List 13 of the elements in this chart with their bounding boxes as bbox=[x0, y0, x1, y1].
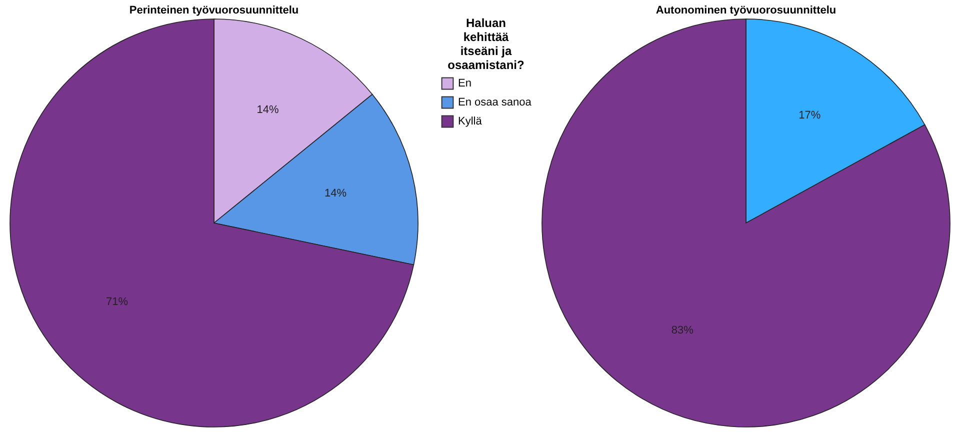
legend-title: Haluan kehittää itseäni ja osaamistani? bbox=[448, 16, 524, 72]
data-label: 14% bbox=[256, 104, 279, 116]
chart-title: Autonominen työvuorosuunnittelu bbox=[656, 4, 836, 16]
legend-label: Kyllä bbox=[458, 116, 483, 128]
data-label: 71% bbox=[106, 296, 128, 308]
legend-label: En osaa sanoa bbox=[458, 96, 532, 108]
pie-slice bbox=[542, 18, 950, 428]
data-label: 17% bbox=[798, 109, 821, 122]
pie-slice bbox=[10, 18, 414, 428]
legend-label: En bbox=[458, 78, 472, 90]
chart-title: Perinteinen työvuorosuunnittelu bbox=[129, 4, 299, 16]
data-label: 83% bbox=[671, 324, 694, 337]
data-label: 14% bbox=[324, 188, 347, 200]
